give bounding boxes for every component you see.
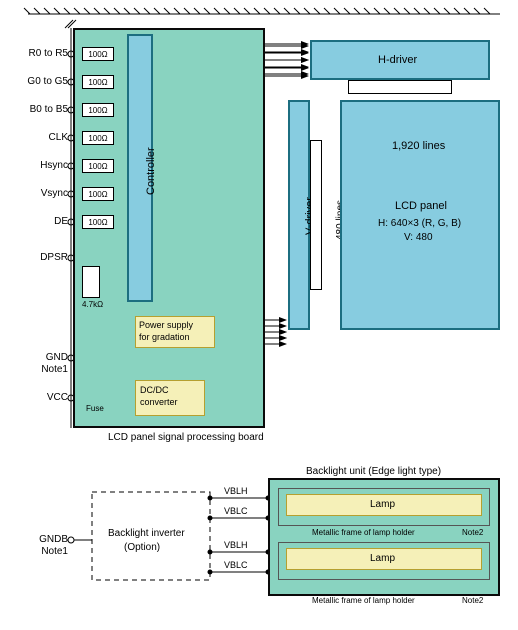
dcdc-block: DC/DCconverter (135, 380, 205, 416)
resistor-0: 100Ω (82, 47, 114, 61)
resistor-2: 100Ω (82, 103, 114, 117)
hdriver-label: H-driver (378, 54, 417, 66)
vbl-label-2: VBLH (224, 540, 248, 550)
gnd-label: GND (18, 352, 68, 363)
lines1920-label: 1,920 lines (392, 140, 445, 152)
vbl-label-3: VBLC (224, 560, 248, 570)
signal-label-4: Hsync (18, 160, 68, 171)
hdriver-conn (348, 80, 452, 94)
backlight-inverter-label: Backlight inverter (108, 528, 185, 539)
signal-label-3: CLK (18, 132, 68, 143)
signal-label-0: R0 to R5 (18, 48, 68, 59)
controller-label: Controller (145, 147, 157, 195)
lamp1-label: Lamp (370, 499, 395, 510)
lamp2-label: Lamp (370, 553, 395, 564)
resistor-3: 100Ω (82, 131, 114, 145)
resistor-6: 100Ω (82, 215, 114, 229)
lcd-title: LCD panel (395, 200, 447, 212)
dpsr-resistor (82, 266, 100, 298)
signal-label-1: G0 to G5 (18, 76, 68, 87)
vbl-label-0: VBLH (224, 486, 248, 496)
vcc-label: VCC (18, 392, 68, 403)
gndb-label: GNDB (18, 534, 68, 545)
board-caption: LCD panel signal processing board (108, 432, 264, 443)
dpsr-label: DPSR (18, 252, 68, 263)
resistor-4: 100Ω (82, 159, 114, 173)
vbl-label-1: VBLC (224, 506, 248, 516)
power-supply-block: Power supplyfor gradation (135, 316, 215, 348)
backlight-unit-caption: Backlight unit (Edge light type) (306, 466, 441, 477)
signal-label-5: Vsync (18, 188, 68, 199)
resistor-5: 100Ω (82, 187, 114, 201)
vdriver-conn (310, 140, 322, 290)
signal-label-6: DE (18, 216, 68, 227)
signal-label-2: B0 to B5 (18, 104, 68, 115)
resistor-1: 100Ω (82, 75, 114, 89)
lcd-panel (340, 100, 500, 330)
